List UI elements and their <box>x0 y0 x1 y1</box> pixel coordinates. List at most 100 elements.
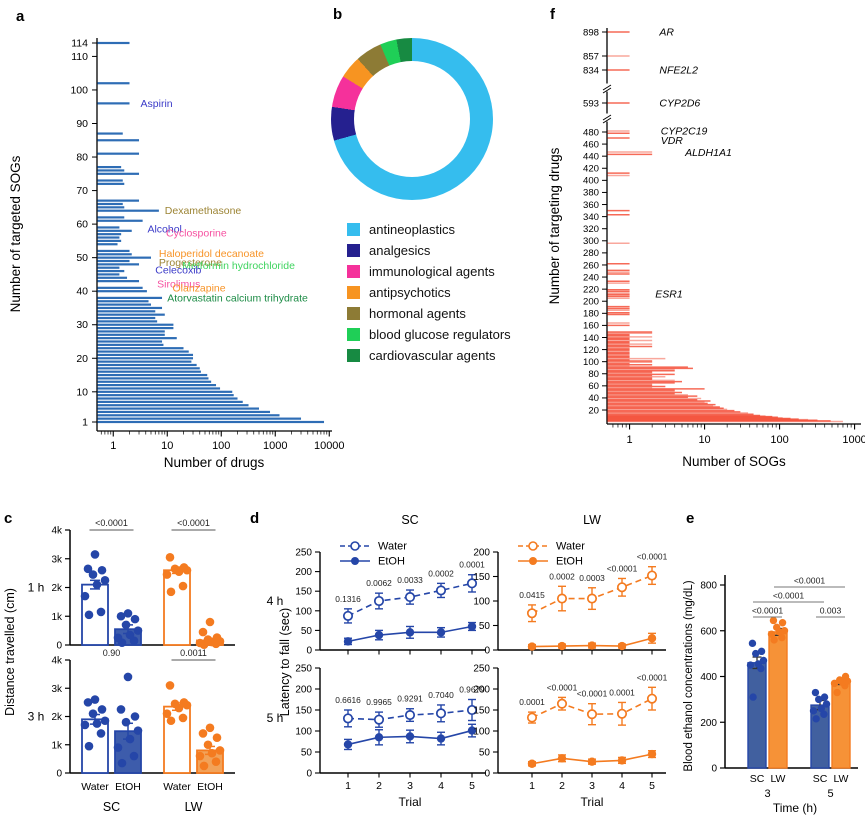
svg-text:EtOH: EtOH <box>197 781 223 793</box>
svg-text:100: 100 <box>295 727 312 738</box>
svg-text:ALDH1A1: ALDH1A1 <box>684 147 732 159</box>
svg-text:EtOH: EtOH <box>378 556 405 568</box>
svg-text:834: 834 <box>583 65 600 76</box>
svg-text:857: 857 <box>583 51 599 62</box>
svg-text:0.0001: 0.0001 <box>459 560 485 570</box>
svg-text:NFE2L2: NFE2L2 <box>659 65 698 77</box>
svg-text:LW: LW <box>185 800 203 814</box>
svg-text:70: 70 <box>76 185 88 197</box>
panel-f-label: f <box>550 6 555 23</box>
svg-text:110: 110 <box>71 51 88 63</box>
svg-text:30: 30 <box>76 319 88 331</box>
svg-text:0: 0 <box>56 769 62 780</box>
svg-text:Atorvastatin calcium trihydrat: Atorvastatin calcium trihydrate <box>167 292 308 304</box>
svg-text:SC: SC <box>813 773 828 785</box>
svg-text:200: 200 <box>700 718 717 729</box>
svg-text:100: 100 <box>212 440 230 452</box>
svg-text:150: 150 <box>473 706 490 717</box>
svg-text:340: 340 <box>583 212 599 223</box>
svg-text:Water: Water <box>81 781 109 793</box>
svg-text:898: 898 <box>583 27 599 38</box>
svg-text:Number of targeted SOGs: Number of targeted SOGs <box>8 155 23 312</box>
svg-text:250: 250 <box>295 548 312 559</box>
svg-text:50: 50 <box>479 748 491 759</box>
svg-text:600: 600 <box>700 626 717 637</box>
panel-a-label: a <box>16 8 25 25</box>
legend-label: antineoplastics <box>369 222 455 237</box>
svg-text:100: 100 <box>70 84 88 96</box>
svg-text:3 h: 3 h <box>28 710 45 724</box>
svg-text:Alcohol: Alcohol <box>147 223 181 235</box>
legend-item-cardiovascular-agents: cardiovascular agents <box>347 345 511 366</box>
svg-text:0.0002: 0.0002 <box>549 571 575 581</box>
legend-label: antipsychotics <box>369 285 451 300</box>
svg-text:180: 180 <box>583 309 599 320</box>
legend-item-hormonal-agents: hormonal agents <box>347 303 511 324</box>
legend-swatch <box>347 223 360 236</box>
svg-text:LW: LW <box>583 513 601 527</box>
legend-item-immunological-agents: immunological agents <box>347 261 511 282</box>
svg-text:ESR1: ESR1 <box>655 288 682 300</box>
svg-text:80: 80 <box>588 369 599 380</box>
svg-text:<0.0001: <0.0001 <box>577 689 608 699</box>
svg-text:50: 50 <box>301 748 313 759</box>
svg-text:Trial: Trial <box>399 795 422 809</box>
svg-text:4: 4 <box>619 780 625 792</box>
legend-label: immunological agents <box>369 264 495 279</box>
svg-text:1: 1 <box>345 780 351 792</box>
svg-text:LW: LW <box>771 773 786 785</box>
svg-text:20: 20 <box>588 405 599 416</box>
svg-text:0.90: 0.90 <box>103 648 121 658</box>
svg-text:Metformin hydrochloride: Metformin hydrochloride <box>182 260 295 272</box>
svg-text:AR: AR <box>658 27 674 39</box>
svg-text:0: 0 <box>484 646 490 657</box>
donut-legend: antineoplastics analgesics immunological a… <box>347 219 511 366</box>
svg-text:<0.0001: <0.0001 <box>773 591 805 601</box>
svg-text:60: 60 <box>588 381 599 392</box>
svg-text:150: 150 <box>473 572 490 583</box>
svg-text:0.0011: 0.0011 <box>180 648 207 658</box>
blood-ethanol-chart: 0 200 400 600 800 <0.0001 0.003 <0.0001 <0.0001 S… <box>683 575 858 815</box>
svg-text:140: 140 <box>583 333 599 344</box>
svg-text:50: 50 <box>76 252 88 264</box>
svg-text:0.0001: 0.0001 <box>609 687 635 697</box>
svg-text:0.0062: 0.0062 <box>366 578 392 588</box>
legend-label: cardiovascular agents <box>369 348 496 363</box>
svg-text:0.0002: 0.0002 <box>428 568 454 578</box>
svg-text:CYP2C19: CYP2C19 <box>661 126 708 138</box>
svg-text:<0.0001: <0.0001 <box>177 518 210 528</box>
svg-text:Dexamethasone: Dexamethasone <box>165 205 242 217</box>
panel-b-label: b <box>333 6 343 23</box>
svg-text:<0.0001: <0.0001 <box>547 682 578 692</box>
svg-text:320: 320 <box>583 224 599 235</box>
svg-text:0.0003: 0.0003 <box>579 573 605 583</box>
svg-text:5 h: 5 h <box>267 711 284 725</box>
svg-text:460: 460 <box>583 139 599 150</box>
svg-text:Distance travelled (cm): Distance travelled (cm) <box>3 588 17 716</box>
svg-text:Trial: Trial <box>581 795 604 809</box>
svg-text:2k: 2k <box>51 583 63 594</box>
svg-text:Aspirin: Aspirin <box>141 98 173 110</box>
svg-text:Water: Water <box>163 781 191 793</box>
svg-text:0: 0 <box>56 641 62 652</box>
svg-text:200: 200 <box>583 297 599 308</box>
legend-item-antineoplastics: antineoplastics <box>347 219 511 240</box>
legend-swatch <box>347 307 360 320</box>
svg-text:0: 0 <box>306 646 312 657</box>
svg-text:0.0001: 0.0001 <box>519 697 545 707</box>
svg-text:90: 90 <box>76 118 88 130</box>
donut-hole <box>354 61 470 177</box>
svg-text:100: 100 <box>473 727 490 738</box>
svg-text:240: 240 <box>583 272 599 283</box>
svg-text:400: 400 <box>583 176 599 187</box>
svg-text:20: 20 <box>76 353 88 365</box>
svg-text:0.9965: 0.9965 <box>366 697 392 707</box>
svg-text:250: 250 <box>473 664 490 675</box>
svg-text:Haloperidol decanoate: Haloperidol decanoate <box>159 248 264 260</box>
svg-text:1: 1 <box>627 434 633 446</box>
svg-text:1: 1 <box>110 440 116 452</box>
svg-text:300: 300 <box>583 236 599 247</box>
svg-text:5: 5 <box>827 788 833 800</box>
